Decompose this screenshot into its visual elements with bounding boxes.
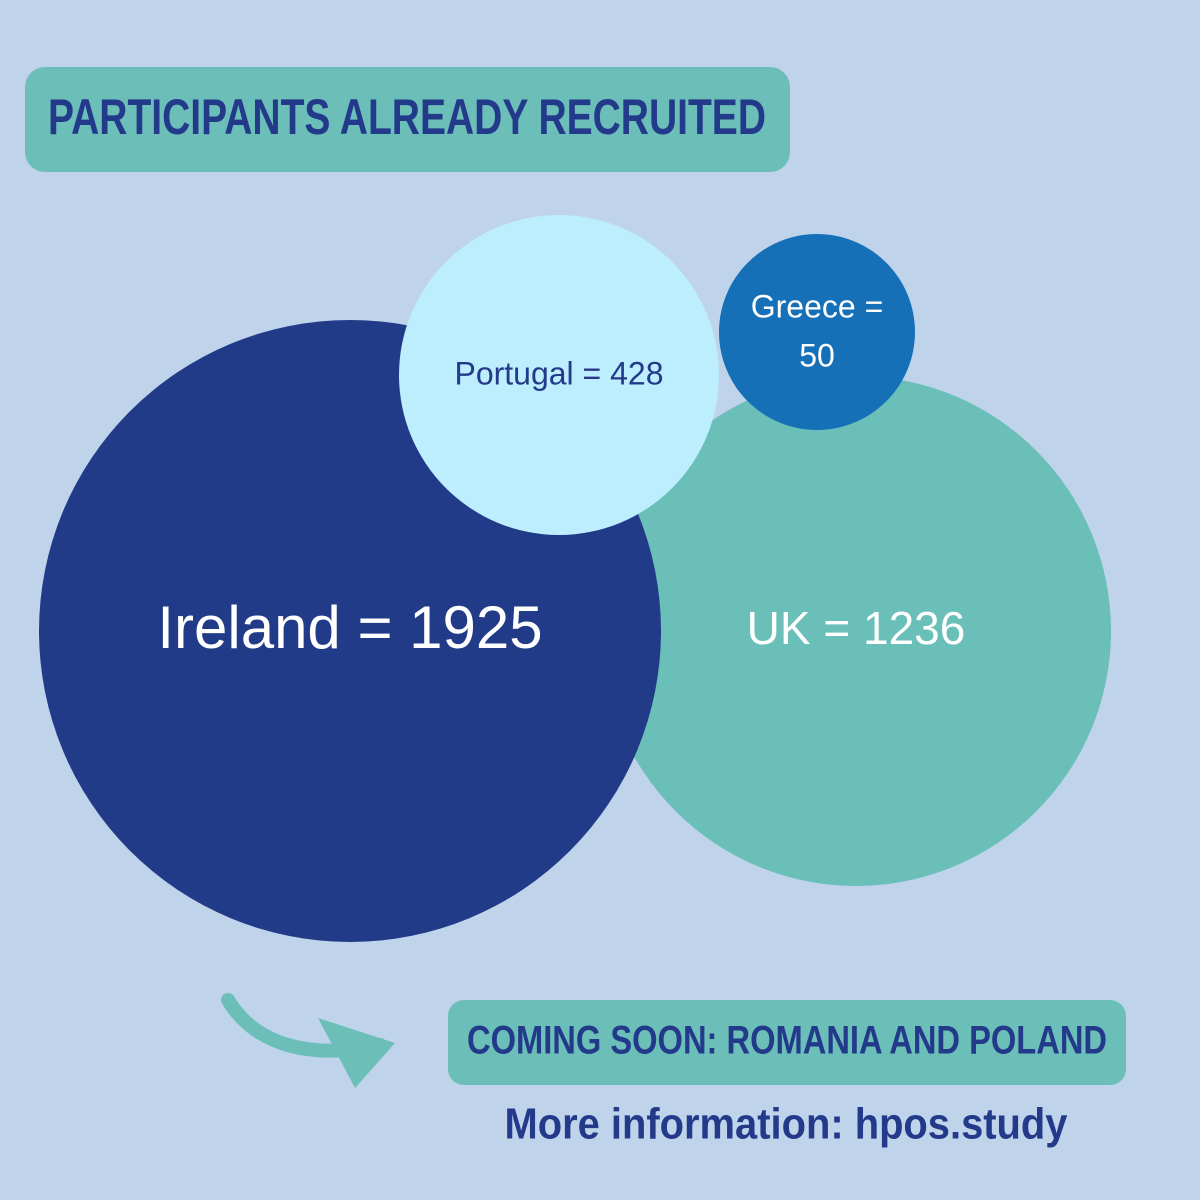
portugal-bubble [399, 215, 719, 535]
portugal-label: Portugal = 428 [454, 355, 663, 391]
notice-box [448, 1000, 1126, 1085]
greece-label: 50 [799, 337, 835, 373]
info: More information: hpos.study [505, 1100, 1068, 1149]
arrow-head [318, 1018, 395, 1088]
notice: COMING SOON: ROMANIA AND POLAND [467, 1019, 1107, 1063]
uk-bubble [601, 376, 1111, 886]
greece-label: Greece = [751, 288, 884, 324]
greece-bubble [719, 234, 915, 430]
ireland-label: Ireland = 1925 [157, 594, 542, 661]
title: PARTICIPANTS ALREADY RECRUITED [48, 89, 766, 145]
uk-label: UK = 1236 [747, 602, 966, 654]
title-box [25, 67, 790, 172]
